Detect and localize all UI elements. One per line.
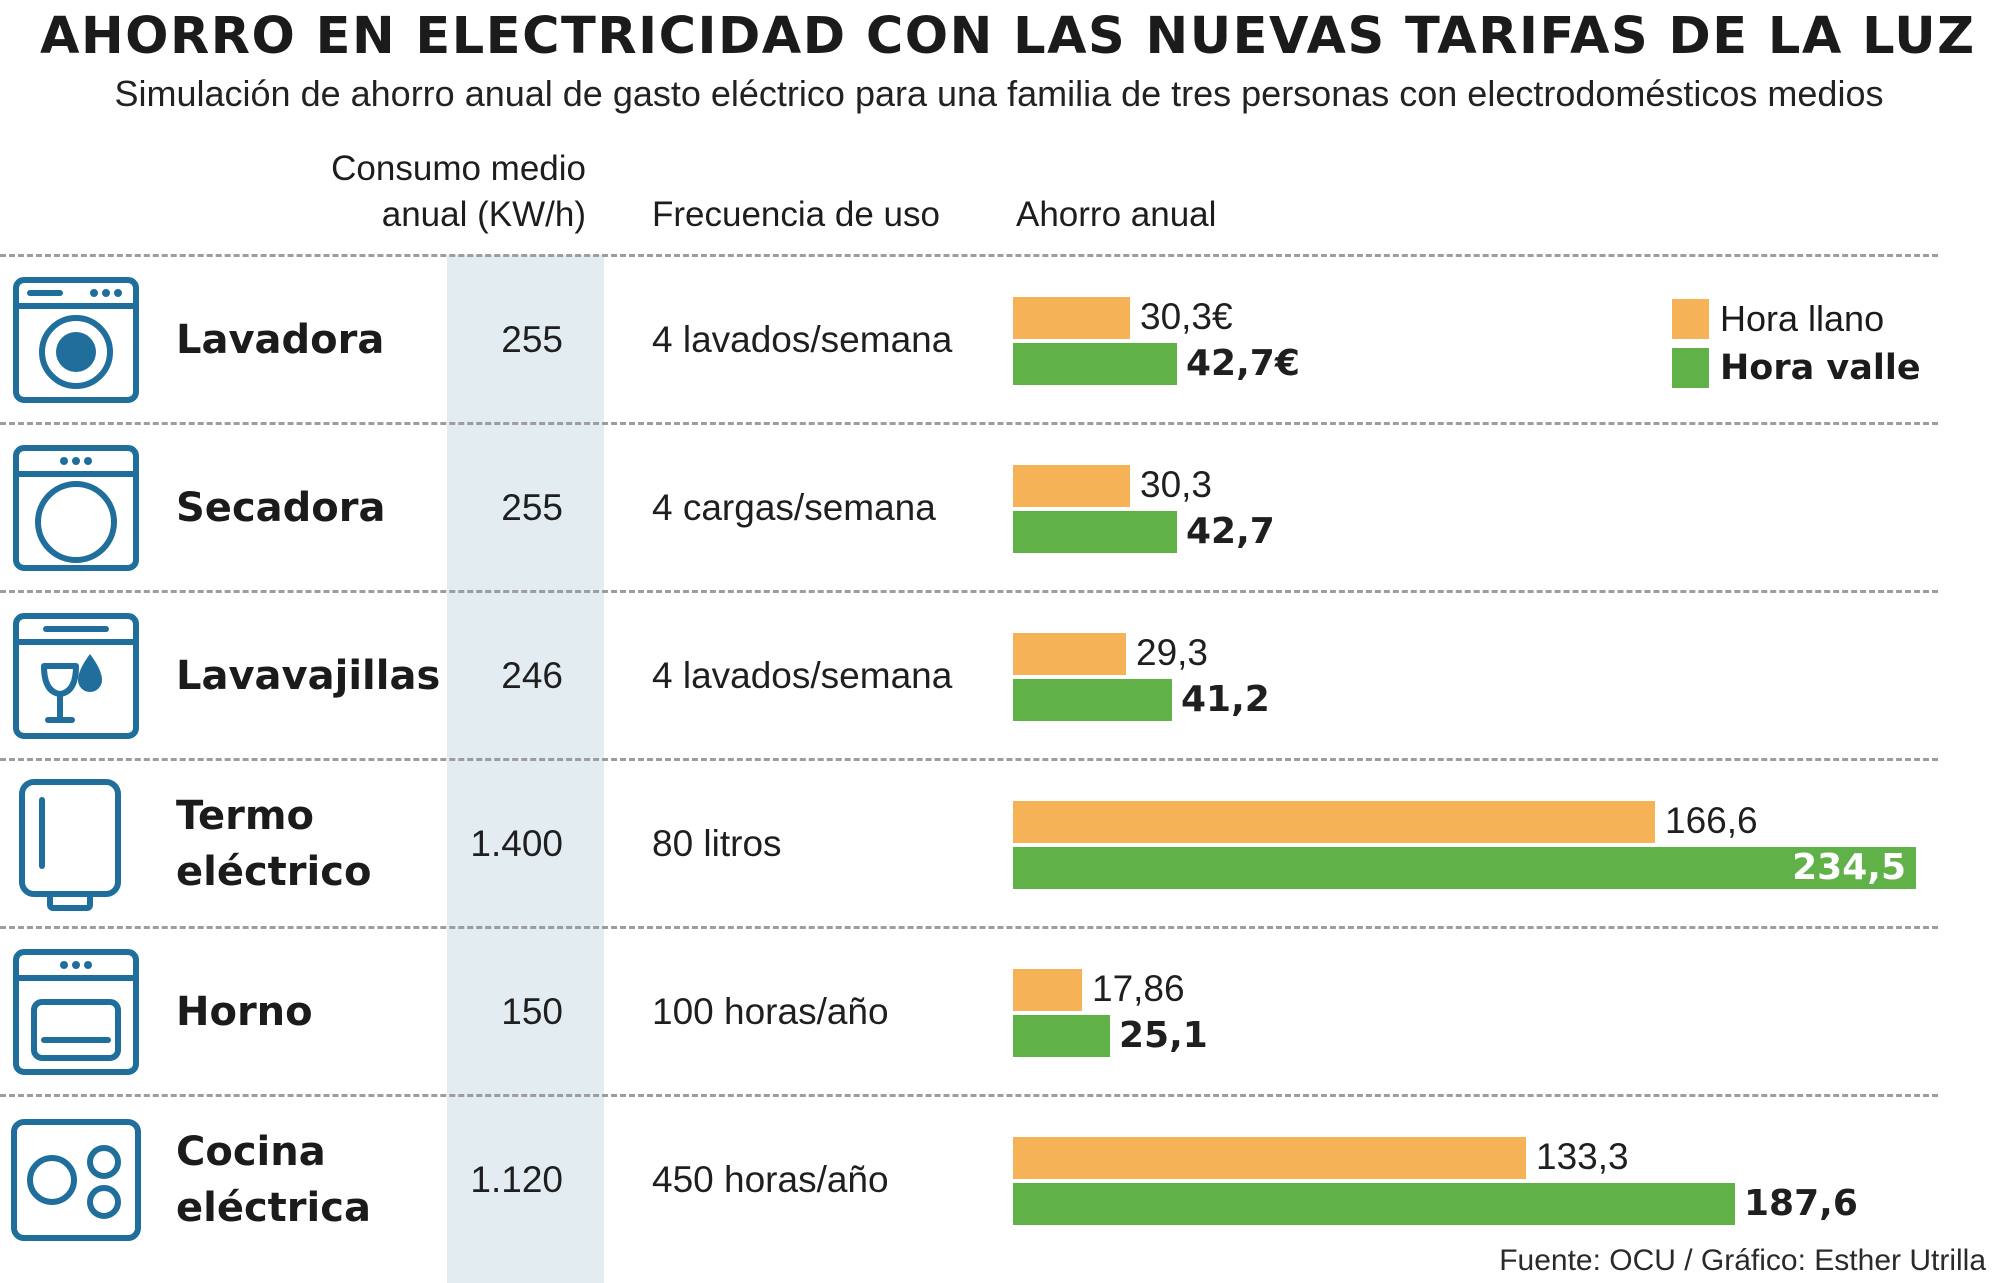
frecuencia-value: 100 horas/año <box>652 991 889 1032</box>
data-label-hora-valle: 42,7 <box>1186 511 1275 552</box>
data-label-hora-llano: 30,3 <box>1140 464 1213 505</box>
appliance-row: Secadora 255 4 cargas/semana 30,3 42,7 <box>0 424 2000 592</box>
appliance-name-line: eléctrico <box>176 849 372 895</box>
chart-subtitle: Simulación de ahorro anual de gasto eléc… <box>114 73 1884 114</box>
appliance-row: Horno 150 100 horas/año 17,86 25,1 <box>0 928 2000 1096</box>
bar-hora-llano <box>1013 633 1126 675</box>
bar-hora-llano <box>1013 969 1082 1011</box>
appliance-name-line: eléctrica <box>176 1185 371 1231</box>
consumo-value: 1.400 <box>470 823 563 864</box>
appliance-name: Cocina eléctrica <box>176 1096 446 1264</box>
data-label-hora-llano: 29,3 <box>1136 632 1209 673</box>
data-label-hora-valle: 187,6 <box>1744 1183 1858 1224</box>
data-label-hora-llano: 166,6 <box>1665 800 1758 841</box>
row-separator <box>0 590 1938 593</box>
data-label-hora-llano: 30,3€ <box>1140 296 1233 337</box>
legend-swatch-valle <box>1672 348 1709 388</box>
appliance-name: Lavavajillas <box>176 592 446 760</box>
source-credit: Fuente: OCU / Gráfico: Esther Utrilla <box>1499 1244 1986 1277</box>
legend-swatch-llano <box>1672 299 1709 339</box>
bar-hora-llano <box>1013 1137 1526 1179</box>
header-consumo-line2: anual (KW/h) <box>381 195 586 234</box>
legend-label-llano: Hora llano <box>1720 298 1885 339</box>
data-label-hora-llano: 17,86 <box>1092 968 1185 1009</box>
bar-hora-valle <box>1013 1183 1735 1225</box>
bar-hora-llano <box>1013 297 1130 339</box>
appliance-row: Lavadora 255 4 lavados/semana 30,3€ 42,7€ <box>0 256 2000 424</box>
frecuencia-value: 80 litros <box>652 823 782 864</box>
consumo-value: 246 <box>501 655 563 696</box>
header-frecuencia: Frecuencia de uso <box>652 195 940 234</box>
bar-hora-valle <box>1013 343 1177 385</box>
appliance-name-line: Cocina <box>176 1129 326 1175</box>
consumo-value: 255 <box>501 319 563 360</box>
legend-label-valle: Hora valle <box>1720 348 1921 388</box>
appliance-name-line: Secadora <box>176 485 386 531</box>
appliance-row: Lavavajillas 246 4 lavados/semana 29,3 41,2 <box>0 592 2000 760</box>
bar-hora-valle <box>1013 679 1172 721</box>
oven-icon <box>8 944 144 1080</box>
appliance-name: Termo eléctrico <box>176 760 446 928</box>
row-separator <box>0 422 1938 425</box>
electric-stove-icon <box>8 1112 144 1248</box>
water-heater-icon <box>8 776 144 912</box>
data-label-hora-valle: 234,5 <box>1792 847 1906 888</box>
data-label-hora-valle: 25,1 <box>1119 1015 1208 1056</box>
frecuencia-value: 4 cargas/semana <box>652 487 936 528</box>
appliance-row: Cocina eléctrica 1.120 450 horas/año 133,3 18… <box>0 1096 2000 1264</box>
dryer-icon <box>8 440 144 576</box>
consumo-column-band <box>447 255 604 1283</box>
bar-hora-valle <box>1013 847 1916 889</box>
row-separator <box>0 254 1938 257</box>
frecuencia-value: 450 horas/año <box>652 1159 889 1200</box>
appliance-name: Secadora <box>176 424 446 592</box>
header-ahorro: Ahorro anual <box>1016 195 1217 234</box>
header-consumo: Consumo medio anual (KW/h) <box>331 146 586 238</box>
bar-hora-valle <box>1013 511 1177 553</box>
row-separator <box>0 758 1938 761</box>
consumo-value: 150 <box>501 991 563 1032</box>
chart-title: AHORRO EN ELECTRICIDAD CON LAS NUEVAS TA… <box>40 7 1976 66</box>
appliance-name-line: Lavavajillas <box>176 653 441 699</box>
appliance-name-line: Termo <box>176 793 314 839</box>
row-separator <box>0 1094 1938 1097</box>
dishwasher-icon <box>8 608 144 744</box>
data-label-hora-valle: 42,7€ <box>1186 343 1300 384</box>
frecuencia-value: 4 lavados/semana <box>652 319 953 360</box>
appliance-name: Lavadora <box>176 256 446 424</box>
bar-hora-valle <box>1013 1015 1110 1057</box>
appliance-name: Horno <box>176 928 446 1096</box>
consumo-value: 1.120 <box>470 1159 563 1200</box>
data-label-hora-llano: 133,3 <box>1536 1136 1629 1177</box>
data-label-hora-valle: 41,2 <box>1181 679 1270 720</box>
bar-hora-llano <box>1013 465 1130 507</box>
appliance-name-line: Horno <box>176 989 313 1035</box>
bar-hora-llano <box>1013 801 1655 843</box>
frecuencia-value: 4 lavados/semana <box>652 655 953 696</box>
header-consumo-line1: Consumo medio <box>331 149 586 188</box>
row-separator <box>0 926 1938 929</box>
washing-machine-icon <box>8 272 144 408</box>
appliance-row: Termo eléctrico 1.400 80 litros 166,6 234,5 <box>0 760 2000 928</box>
appliance-name-line: Lavadora <box>176 317 385 363</box>
consumo-value: 255 <box>501 487 563 528</box>
